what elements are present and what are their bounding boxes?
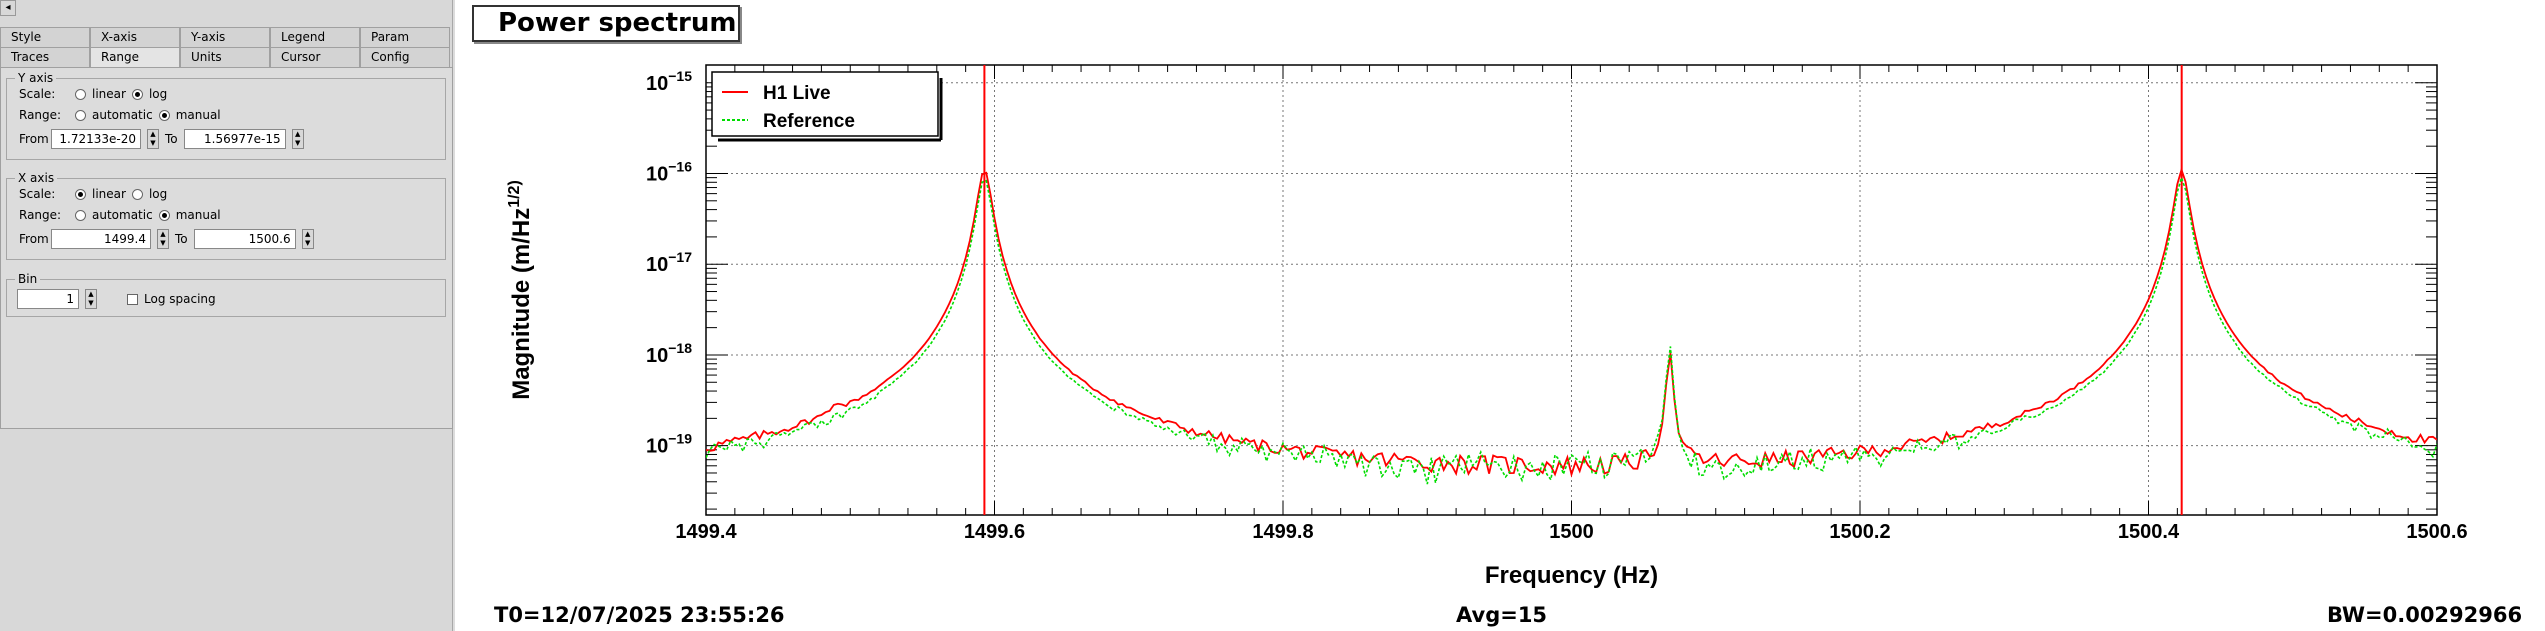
y-from-spin-icon[interactable]: ▲ ▼ bbox=[147, 129, 159, 149]
y-to-spin-icon[interactable]: ▲ ▼ bbox=[291, 129, 304, 149]
y-scale-label: Scale: bbox=[19, 87, 56, 101]
plot-title: Power spectrum bbox=[472, 5, 740, 42]
y-scale-linear-radio[interactable] bbox=[75, 88, 86, 100]
range-tab-content: Y axis Scale: linear log Range: automati… bbox=[0, 67, 453, 429]
legend: H1 Live Reference bbox=[711, 71, 943, 142]
y-from-input[interactable]: 1.72133e-20 bbox=[51, 129, 141, 149]
bw-label: BW=0.00292966 bbox=[2327, 603, 2523, 627]
x-from-spin-icon[interactable]: ▲ ▼ bbox=[157, 229, 169, 249]
y-from-label: From bbox=[19, 132, 49, 146]
y-axis-label: Magnitude (m/Hz1/2) bbox=[506, 180, 535, 400]
x-tick-label: 1500.4 bbox=[2118, 521, 2180, 543]
tab-config[interactable]: Config bbox=[360, 47, 450, 67]
bin-group-label: Bin bbox=[15, 272, 41, 286]
y-range-automatic-radio[interactable] bbox=[75, 109, 86, 121]
x-range-label: Range: bbox=[19, 208, 62, 222]
tab-param[interactable]: Param bbox=[360, 27, 450, 47]
x-scale-label: Scale: bbox=[19, 187, 56, 201]
y-tick-label: 10−18 bbox=[646, 340, 692, 367]
x-from-label: From bbox=[19, 232, 49, 246]
bin-spin-icon[interactable]: ▲ ▼ bbox=[85, 289, 97, 309]
tab-x-axis[interactable]: X-axis bbox=[90, 27, 180, 47]
legend-box bbox=[711, 71, 939, 137]
series-line-h1-live bbox=[706, 166, 2437, 478]
x-range-automatic-label: automatic bbox=[92, 208, 153, 222]
x-tick-label: 1499.6 bbox=[964, 521, 1025, 543]
x-axis-group-label: X axis bbox=[15, 171, 58, 185]
legend-entry: Reference bbox=[763, 111, 855, 132]
collapse-arrow-icon[interactable]: ◂ bbox=[0, 0, 16, 16]
log-spacing-label: Log spacing bbox=[144, 292, 216, 306]
x-to-spin-icon[interactable]: ▲ ▼ bbox=[301, 229, 314, 249]
y-tick-label: 10−15 bbox=[646, 68, 692, 95]
y-scale-log-label: log bbox=[148, 87, 168, 101]
series-line-reference bbox=[706, 175, 2437, 485]
x-scale-log-radio[interactable] bbox=[131, 188, 143, 200]
y-to-label: To bbox=[165, 132, 178, 146]
x-axis-label: Frequency (Hz) bbox=[1485, 562, 1658, 589]
x-to-input[interactable]: 1500.6 bbox=[193, 229, 296, 249]
x-tick-label: 1499.4 bbox=[675, 521, 737, 543]
x-to-label: To bbox=[175, 232, 188, 246]
bin-group: Bin 1 ▲ ▼ Log spacing bbox=[6, 272, 446, 317]
legend-entry: H1 Live bbox=[763, 83, 831, 104]
x-tick-label: 1500.6 bbox=[2406, 521, 2467, 543]
y-tick-label: 10−16 bbox=[646, 158, 692, 185]
y-tick-label: 10−19 bbox=[646, 431, 692, 458]
tab-legend[interactable]: Legend bbox=[270, 27, 360, 47]
y-axis-group-label: Y axis bbox=[15, 71, 57, 85]
bin-input[interactable]: 1 bbox=[17, 289, 79, 309]
x-range-automatic-radio[interactable] bbox=[75, 209, 86, 221]
x-axis-group: X axis Scale: linear log Range: automati… bbox=[6, 171, 446, 260]
x-tick-label: 1500 bbox=[1549, 521, 1594, 543]
tab-style[interactable]: Style bbox=[0, 27, 90, 47]
tab-y-axis[interactable]: Y-axis bbox=[180, 27, 270, 47]
x-range-manual-label: manual bbox=[175, 208, 221, 222]
y-axis-group: Y axis Scale: linear log Range: automati… bbox=[6, 71, 446, 160]
y-scale-linear-label: linear bbox=[92, 87, 126, 101]
t0-label: T0=12/07/2025 23:55:26 bbox=[494, 603, 785, 627]
x-scale-linear-radio[interactable] bbox=[75, 188, 86, 200]
y-to-input[interactable]: 1.56977e-15 bbox=[183, 129, 286, 149]
x-range-manual-radio[interactable] bbox=[158, 209, 170, 221]
x-from-input[interactable]: 1499.4 bbox=[51, 229, 151, 249]
tab-units[interactable]: Units bbox=[180, 47, 270, 67]
tab-range[interactable]: Range bbox=[90, 47, 180, 67]
x-scale-log-label: log bbox=[148, 187, 168, 201]
x-tick-label: 1500.2 bbox=[1829, 521, 1890, 543]
y-range-manual-radio[interactable] bbox=[158, 109, 170, 121]
tab-cursor[interactable]: Cursor bbox=[270, 47, 360, 67]
y-scale-log-radio[interactable] bbox=[131, 88, 143, 100]
x-scale-linear-label: linear bbox=[92, 187, 126, 201]
y-range-label: Range: bbox=[19, 108, 62, 122]
y-range-manual-label: manual bbox=[175, 108, 221, 122]
tab-traces[interactable]: Traces bbox=[0, 47, 90, 67]
avg-label: Avg=15 bbox=[1456, 603, 1548, 627]
log-spacing-checkbox[interactable] bbox=[127, 293, 138, 305]
x-tick-label: 1499.8 bbox=[1252, 521, 1313, 543]
control-panel: ◂ Style X-axis Y-axis Legend Param Traces Ran… bbox=[0, 0, 453, 631]
y-range-automatic-label: automatic bbox=[92, 108, 153, 122]
y-tick-label: 10−17 bbox=[646, 249, 692, 276]
tab-bar: Style X-axis Y-axis Legend Param Traces Range… bbox=[0, 27, 450, 67]
